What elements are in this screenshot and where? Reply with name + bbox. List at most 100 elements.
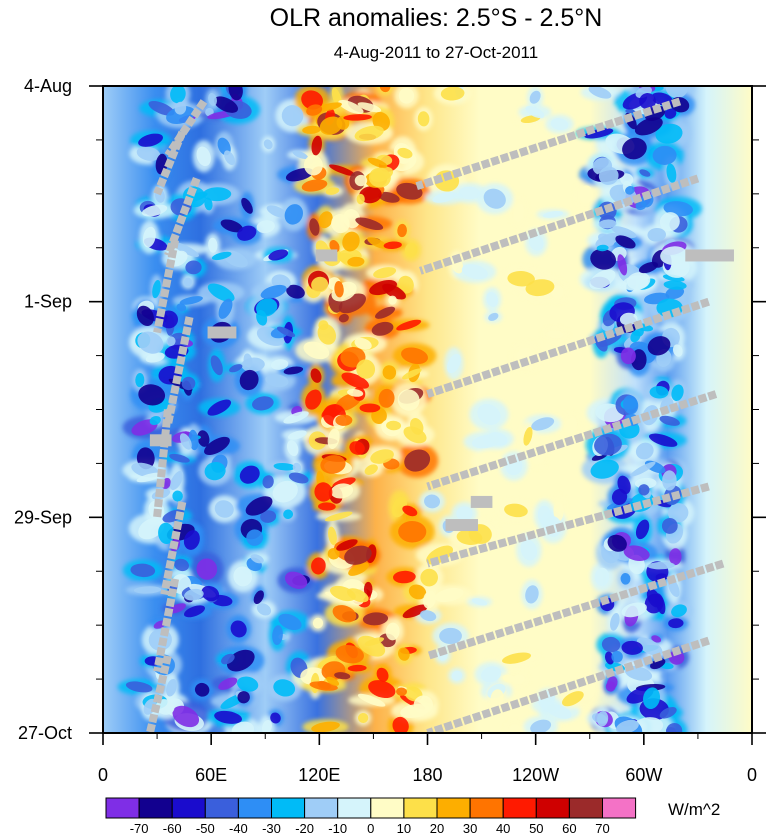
anomaly-cell	[659, 415, 680, 426]
anomaly-cell	[344, 545, 372, 565]
anomaly-cell	[486, 291, 498, 307]
anomaly-cell	[292, 150, 308, 160]
missing-data-bar	[470, 495, 493, 508]
anomaly-cell	[367, 237, 388, 249]
anomaly-cell	[256, 603, 272, 616]
anomaly-cell	[638, 261, 659, 274]
anomaly-cell	[241, 197, 253, 214]
anomaly-cell	[635, 200, 647, 211]
anomaly-cell	[357, 102, 382, 113]
anomaly-cell	[647, 227, 666, 242]
anomaly-cell	[598, 219, 617, 229]
anomaly-cell	[125, 681, 153, 693]
anomaly-cell	[375, 306, 396, 319]
anomaly-cell	[649, 386, 669, 399]
anomaly-cell	[214, 500, 234, 518]
anomaly-cell	[341, 372, 370, 389]
anomaly-cell	[183, 530, 200, 550]
anomaly-cell	[356, 193, 365, 205]
anomaly-cell	[311, 135, 322, 156]
missing-data-streak	[153, 239, 180, 334]
anomaly-cell	[383, 241, 402, 250]
anomaly-cell	[622, 137, 647, 160]
anomaly-cell	[301, 179, 328, 192]
anomaly-cell	[141, 204, 168, 217]
anomaly-cell	[347, 256, 365, 267]
anomaly-cell	[338, 313, 349, 323]
anomaly-cell	[373, 267, 397, 279]
colorbar-tick-label: -40	[229, 821, 248, 834]
anomaly-cell	[196, 146, 211, 167]
colorbar-tick-label: -30	[262, 821, 281, 834]
anomaly-cell	[386, 420, 402, 431]
anomaly-cell	[563, 417, 578, 434]
anomaly-cell	[385, 622, 400, 641]
anomaly-cell	[371, 321, 394, 336]
anomaly-cell	[302, 125, 321, 134]
colorbar-tick-label: -20	[295, 821, 314, 834]
colorbar-swatch	[370, 797, 405, 819]
anomaly-cell	[547, 330, 564, 339]
anomaly-cell	[529, 90, 541, 104]
anomaly-cell	[402, 505, 418, 517]
anomaly-cell	[335, 644, 364, 664]
colorbar-swatch	[602, 797, 637, 819]
anomaly-cell	[403, 426, 427, 444]
anomaly-cell	[357, 693, 386, 707]
anomaly-cell	[528, 234, 544, 251]
anomaly-cell	[174, 101, 187, 115]
anomaly-cell	[408, 584, 427, 600]
anomaly-cell	[590, 459, 619, 479]
anomaly-cell	[439, 627, 462, 645]
anomaly-cell	[665, 286, 685, 300]
anomaly-cell	[210, 355, 223, 376]
anomaly-cell	[611, 488, 628, 505]
anomaly-cell	[130, 563, 156, 578]
anomaly-cell	[550, 118, 569, 131]
anomaly-cell	[525, 585, 539, 604]
anomaly-cell	[336, 539, 358, 551]
anomaly-cell	[133, 586, 162, 594]
anomaly-cell	[396, 182, 423, 200]
anomaly-cell	[579, 185, 593, 204]
missing-data-bar	[207, 326, 237, 339]
anomaly-cell	[338, 99, 364, 115]
anomaly-cell	[138, 517, 165, 540]
anomaly-cell	[170, 470, 184, 491]
anomaly-cell	[668, 503, 689, 523]
anomaly-cell	[207, 399, 232, 416]
anomaly-cell	[136, 472, 162, 483]
anomaly-cell	[196, 558, 218, 580]
anomaly-cell	[138, 133, 163, 147]
anomaly-cell	[347, 664, 367, 672]
missing-data-streak	[160, 501, 187, 596]
anomaly-cell	[551, 285, 564, 299]
colorbar-tick-label: 70	[595, 821, 609, 834]
anomaly-cell	[647, 561, 675, 570]
anomaly-cell	[343, 114, 372, 121]
missing-data-streak	[164, 177, 201, 257]
anomaly-cell	[204, 436, 230, 456]
anomaly-cell	[355, 217, 384, 231]
colorbar: -70 -60 -50 -40 -30 -20 -10 0 10 20 30 40 50 60 70	[105, 797, 637, 834]
anomaly-cell	[246, 529, 264, 546]
anomaly-cell	[319, 116, 343, 135]
anomaly-cell	[202, 187, 232, 202]
anomaly-cell	[179, 433, 192, 450]
anomaly-cell	[611, 650, 623, 663]
anomaly-cell	[318, 211, 333, 229]
anomaly-cell	[635, 442, 654, 460]
anomaly-cell	[214, 710, 242, 724]
anomaly-cell	[329, 585, 356, 602]
anomaly-cell	[647, 336, 671, 356]
anomaly-cell	[401, 347, 429, 365]
anomaly-cell	[619, 312, 638, 326]
x-tick-label: 120E	[298, 765, 340, 785]
anomaly-cell	[286, 284, 305, 299]
anomaly-cell	[292, 462, 302, 473]
anomaly-cell	[256, 220, 275, 234]
anomaly-cell	[525, 106, 545, 119]
anomaly-cell	[268, 249, 289, 261]
colorbar-swatch	[502, 797, 537, 819]
colorbar-swatch	[403, 797, 438, 819]
